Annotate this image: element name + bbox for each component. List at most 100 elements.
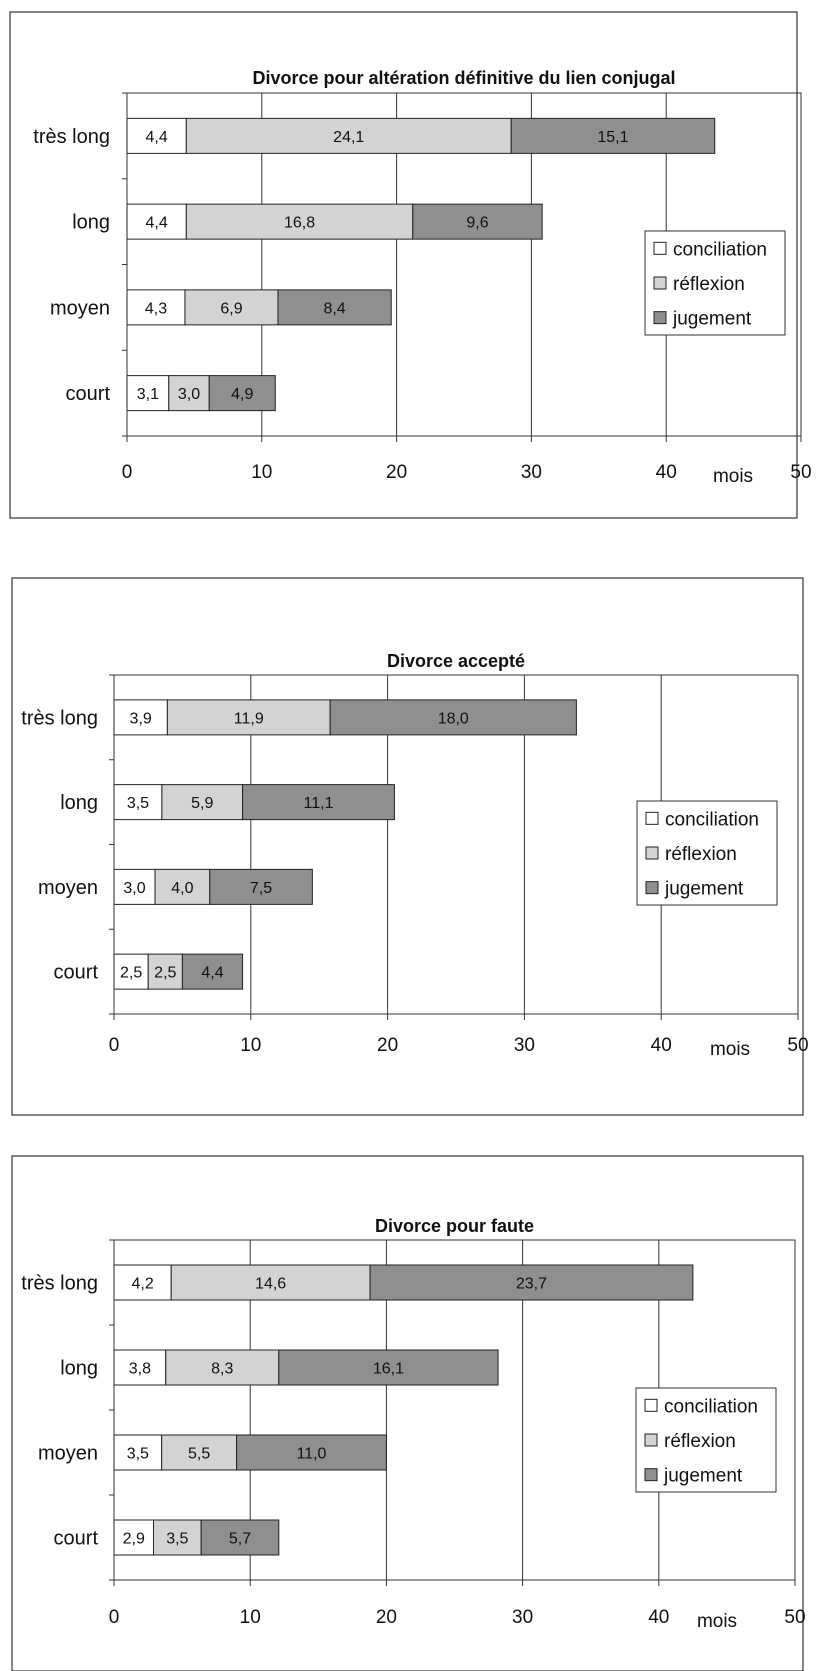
- x-axis-label: mois: [697, 1611, 737, 1632]
- data-label: 24,1: [333, 129, 364, 146]
- data-label: 8,3: [211, 1361, 233, 1378]
- bar-segment-réflexion: [161, 784, 244, 821]
- legend-label: réflexion: [673, 274, 745, 295]
- data-label: 6,9: [220, 300, 242, 317]
- data-label: 16,8: [284, 215, 315, 232]
- category-label: moyen: [50, 297, 110, 319]
- category-label: long: [72, 212, 110, 234]
- category-label: très long: [21, 1273, 98, 1295]
- bar-segment-conciliation: [126, 289, 186, 326]
- legend: [636, 800, 778, 906]
- x-tick-label: 10: [240, 1607, 261, 1628]
- legend-swatch-jugement: [653, 311, 667, 325]
- legend-swatch-conciliation: [644, 1398, 658, 1412]
- data-label: 4,4: [146, 215, 168, 232]
- bar-segment-réflexion: [168, 375, 210, 412]
- bar-segment-jugement: [369, 1264, 694, 1301]
- legend: [644, 230, 786, 336]
- data-label: 4,4: [146, 129, 168, 146]
- data-label: 2,9: [123, 1531, 145, 1548]
- x-tick-label: 20: [386, 462, 407, 483]
- data-label: 4,0: [171, 880, 193, 897]
- x-tick-label: 0: [122, 462, 133, 483]
- bar-segment-jugement: [329, 699, 577, 736]
- legend-swatch-réflexion: [653, 276, 667, 290]
- category-label: long: [60, 792, 98, 814]
- category-label: moyen: [38, 877, 98, 899]
- x-tick-label: 40: [648, 1607, 669, 1628]
- bar-segment-réflexion: [154, 868, 211, 905]
- bar-segment-jugement: [242, 784, 395, 821]
- legend-swatch-jugement: [645, 881, 659, 895]
- data-label: 23,7: [516, 1276, 547, 1293]
- category-label: très long: [33, 126, 110, 148]
- category-label: long: [60, 1358, 98, 1380]
- x-axis-label: mois: [713, 466, 753, 487]
- legend-swatch-conciliation: [653, 241, 667, 255]
- bar-segment-jugement: [181, 953, 244, 990]
- bar-segment-jugement: [200, 1519, 280, 1556]
- x-tick-label: 30: [514, 1035, 535, 1056]
- x-axis-label: mois: [710, 1039, 750, 1060]
- legend-label: conciliation: [665, 809, 759, 830]
- bar-segment-conciliation: [113, 868, 156, 905]
- data-label: 3,1: [137, 386, 159, 403]
- bar-segment-jugement: [278, 1349, 499, 1386]
- chart-svg-3: Divorce pour faute 0 10 20 30 40 50 mois très lo…: [11, 1155, 806, 1671]
- bar-segment-conciliation: [113, 1349, 167, 1386]
- x-tick-label: 30: [521, 462, 542, 483]
- data-label: 15,1: [597, 129, 628, 146]
- x-tick-label: 20: [377, 1035, 398, 1056]
- legend-swatch-conciliation: [645, 811, 659, 825]
- data-label: 3,0: [178, 386, 200, 403]
- data-label: 4,9: [231, 386, 253, 403]
- chart-panel-3: Divorce pour faute 0 10 20 30 40 50 mois très lo…: [0, 1148, 817, 1671]
- data-label: 14,6: [255, 1276, 286, 1293]
- x-tick-label: 50: [787, 1035, 808, 1056]
- bar-segment-réflexion: [185, 203, 414, 240]
- data-label: 5,9: [191, 795, 213, 812]
- bar-segment-jugement: [208, 375, 276, 412]
- x-tick-label: 10: [251, 462, 272, 483]
- data-label: 5,7: [229, 1531, 251, 1548]
- bar-segment-réflexion: [184, 289, 279, 326]
- data-label: 4,4: [201, 965, 223, 982]
- bar-segment-conciliation: [113, 1519, 154, 1556]
- data-label: 8,4: [323, 300, 345, 317]
- legend-label: conciliation: [664, 1396, 758, 1417]
- x-tick-label: 0: [109, 1607, 120, 1628]
- x-tick-label: 40: [651, 1035, 672, 1056]
- x-tick-label: 10: [240, 1035, 261, 1056]
- data-label: 3,9: [130, 710, 152, 727]
- data-label: 16,1: [373, 1361, 404, 1378]
- bar-segment-jugement: [209, 868, 313, 905]
- bar-segment-conciliation: [126, 203, 187, 240]
- bar-segment-conciliation: [113, 953, 149, 990]
- data-label: 7,5: [250, 880, 272, 897]
- legend: [635, 1387, 777, 1493]
- legend-swatch-réflexion: [644, 1433, 658, 1447]
- data-label: 4,2: [131, 1276, 153, 1293]
- bar-segment-conciliation: [113, 699, 168, 736]
- legend-swatch-réflexion: [645, 846, 659, 860]
- chart-svg-2: Divorce accepté 0 10 20 30 40 50 mois très long 3…: [11, 577, 809, 1116]
- data-label: 2,5: [154, 965, 176, 982]
- data-label: 3,5: [127, 795, 149, 812]
- chart-panel-1: Divorce pour altération définitive du li…: [0, 0, 817, 540]
- legend-label: conciliation: [673, 239, 767, 260]
- chart-frame: [11, 577, 804, 1116]
- bar-segment-réflexion: [165, 1349, 280, 1386]
- data-label: 3,0: [123, 880, 145, 897]
- category-label: court: [54, 962, 99, 984]
- bar-segment-jugement: [510, 117, 716, 154]
- bar-segment-conciliation: [113, 1264, 172, 1301]
- bar-segment-conciliation: [113, 1434, 163, 1471]
- chart-frame: [11, 1155, 804, 1671]
- category-label: court: [66, 383, 111, 405]
- bar-segment-jugement: [412, 203, 543, 240]
- legend-label: jugement: [663, 1466, 743, 1487]
- legend-label: jugement: [672, 309, 752, 330]
- legend-label: réflexion: [664, 1431, 736, 1452]
- legend-label: jugement: [664, 879, 744, 900]
- data-label: 3,5: [127, 1446, 149, 1463]
